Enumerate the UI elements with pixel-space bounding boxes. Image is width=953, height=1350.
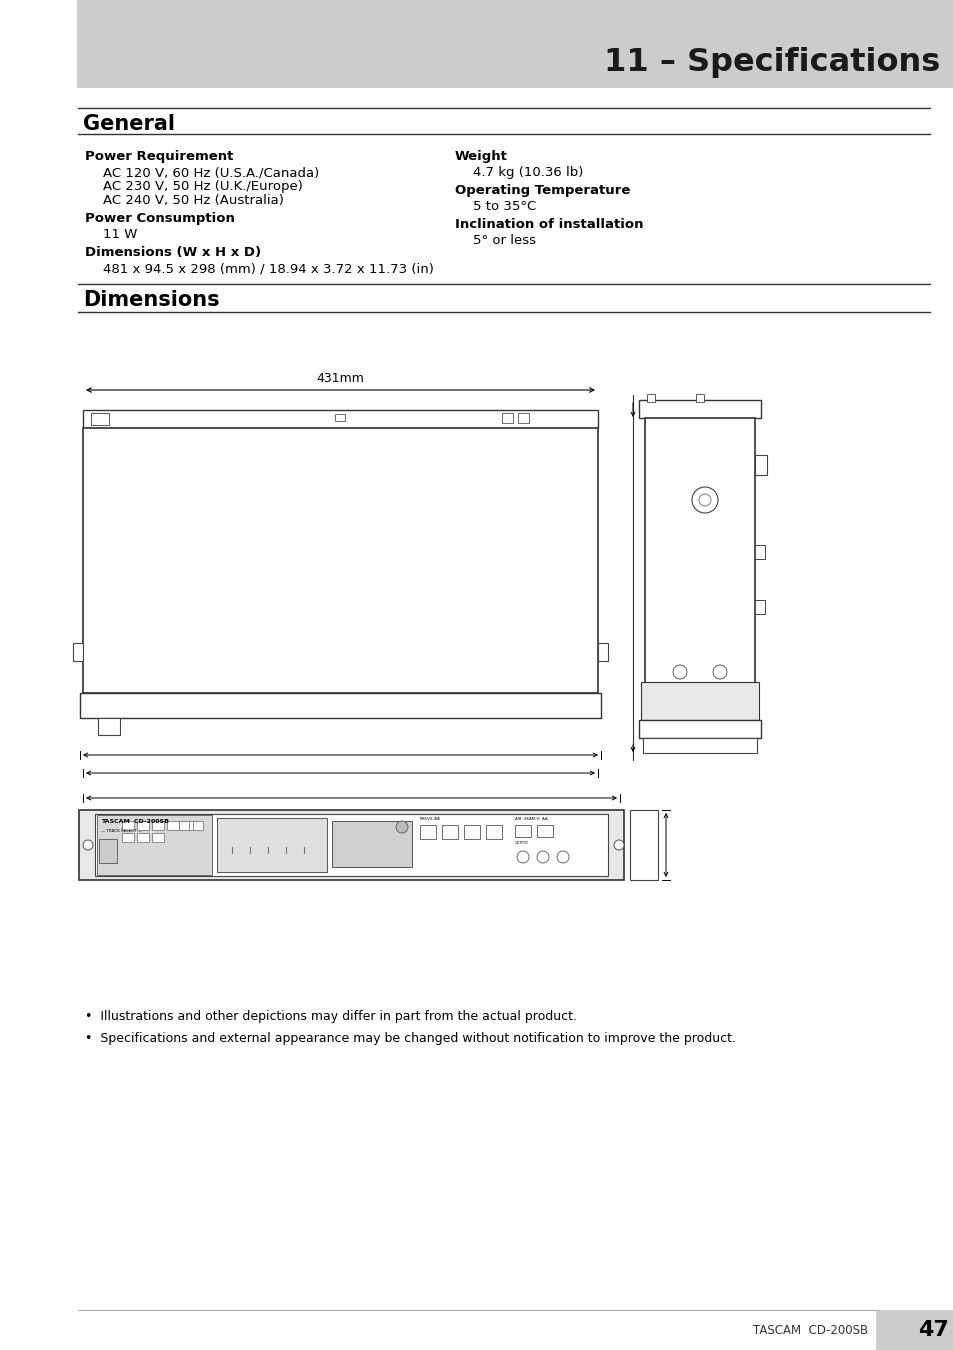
Bar bbox=[754, 545, 764, 559]
Bar bbox=[137, 821, 149, 830]
Bar bbox=[639, 400, 760, 418]
Text: OUTPUT: OUTPUT bbox=[515, 841, 529, 845]
Text: 47: 47 bbox=[917, 1320, 948, 1341]
Circle shape bbox=[557, 850, 568, 863]
Text: PREV/LINE: PREV/LINE bbox=[419, 817, 441, 821]
Bar bbox=[642, 738, 757, 753]
Text: — TRACK SELECT —: — TRACK SELECT — bbox=[101, 829, 142, 833]
Circle shape bbox=[712, 666, 726, 679]
Bar bbox=[152, 821, 164, 830]
Circle shape bbox=[691, 487, 718, 513]
Bar bbox=[137, 833, 149, 842]
Text: 4.7 kg (10.36 lb): 4.7 kg (10.36 lb) bbox=[473, 166, 583, 180]
Bar bbox=[73, 643, 83, 662]
Text: 11 W: 11 W bbox=[103, 228, 137, 242]
Text: Operating Temperature: Operating Temperature bbox=[455, 184, 630, 197]
Text: 431mm: 431mm bbox=[316, 373, 364, 385]
Text: 481 x 94.5 x 298 (mm) / 18.94 x 3.72 x 11.73 (in): 481 x 94.5 x 298 (mm) / 18.94 x 3.72 x 1… bbox=[103, 262, 434, 275]
Bar bbox=[182, 821, 193, 830]
Bar bbox=[501, 413, 513, 423]
Circle shape bbox=[537, 850, 548, 863]
Bar bbox=[696, 394, 703, 402]
Bar bbox=[179, 821, 189, 830]
Bar bbox=[515, 825, 531, 837]
Bar bbox=[639, 720, 760, 738]
Bar bbox=[598, 643, 607, 662]
Bar bbox=[97, 815, 212, 875]
Bar bbox=[216, 818, 327, 872]
Bar bbox=[167, 821, 179, 830]
Text: TASCAM  CD-200SB: TASCAM CD-200SB bbox=[752, 1323, 867, 1336]
Text: General: General bbox=[83, 113, 174, 134]
Bar bbox=[80, 693, 600, 718]
Circle shape bbox=[83, 840, 92, 850]
Text: Dimensions: Dimensions bbox=[83, 290, 219, 310]
Bar bbox=[537, 825, 553, 837]
Bar bbox=[463, 825, 479, 838]
Bar bbox=[629, 810, 658, 880]
Text: •  Specifications and external appearance may be changed without notification to: • Specifications and external appearance… bbox=[85, 1031, 735, 1045]
Circle shape bbox=[395, 821, 408, 833]
Text: Weight: Weight bbox=[455, 150, 507, 163]
Bar bbox=[419, 825, 436, 838]
Bar bbox=[79, 810, 623, 880]
Bar bbox=[335, 414, 345, 421]
Bar bbox=[754, 455, 766, 475]
Text: 5° or less: 5° or less bbox=[473, 234, 536, 247]
Text: AC 230 V, 50 Hz (U.K./Europe): AC 230 V, 50 Hz (U.K./Europe) bbox=[103, 180, 302, 193]
Bar bbox=[83, 410, 598, 428]
Bar bbox=[332, 821, 412, 867]
Text: A/B  SEARCH  AA: A/B SEARCH AA bbox=[515, 817, 547, 821]
Bar bbox=[95, 814, 607, 876]
Circle shape bbox=[699, 494, 710, 506]
Bar bbox=[98, 718, 120, 734]
Text: Dimensions (W x H x D): Dimensions (W x H x D) bbox=[85, 246, 261, 259]
Text: •  Illustrations and other depictions may differ in part from the actual product: • Illustrations and other depictions may… bbox=[85, 1010, 577, 1023]
Bar bbox=[640, 682, 759, 720]
Text: Inclination of installation: Inclination of installation bbox=[455, 217, 643, 231]
Bar bbox=[485, 825, 501, 838]
Bar bbox=[122, 821, 133, 830]
Circle shape bbox=[672, 666, 686, 679]
Bar bbox=[122, 833, 133, 842]
Bar bbox=[83, 428, 598, 693]
Bar bbox=[193, 821, 203, 830]
Bar bbox=[646, 394, 655, 402]
Text: TASCAM  CD-200SB: TASCAM CD-200SB bbox=[101, 819, 169, 823]
Text: 5 to 35°C: 5 to 35°C bbox=[473, 200, 536, 213]
Bar bbox=[754, 599, 764, 614]
Text: AC 120 V, 60 Hz (U.S.A./Canada): AC 120 V, 60 Hz (U.S.A./Canada) bbox=[103, 166, 319, 180]
Circle shape bbox=[614, 840, 623, 850]
Circle shape bbox=[517, 850, 529, 863]
Text: AC 240 V, 50 Hz (Australia): AC 240 V, 50 Hz (Australia) bbox=[103, 194, 284, 207]
Bar bbox=[644, 418, 754, 720]
Bar bbox=[77, 0, 953, 88]
Text: Power Consumption: Power Consumption bbox=[85, 212, 234, 225]
Bar bbox=[441, 825, 457, 838]
Text: 11 – Specifications: 11 – Specifications bbox=[603, 47, 939, 78]
Bar bbox=[152, 833, 164, 842]
Bar bbox=[91, 413, 109, 425]
Bar bbox=[99, 838, 117, 863]
Bar bbox=[517, 413, 529, 423]
Bar bbox=[875, 1310, 953, 1350]
Text: Power Requirement: Power Requirement bbox=[85, 150, 233, 163]
